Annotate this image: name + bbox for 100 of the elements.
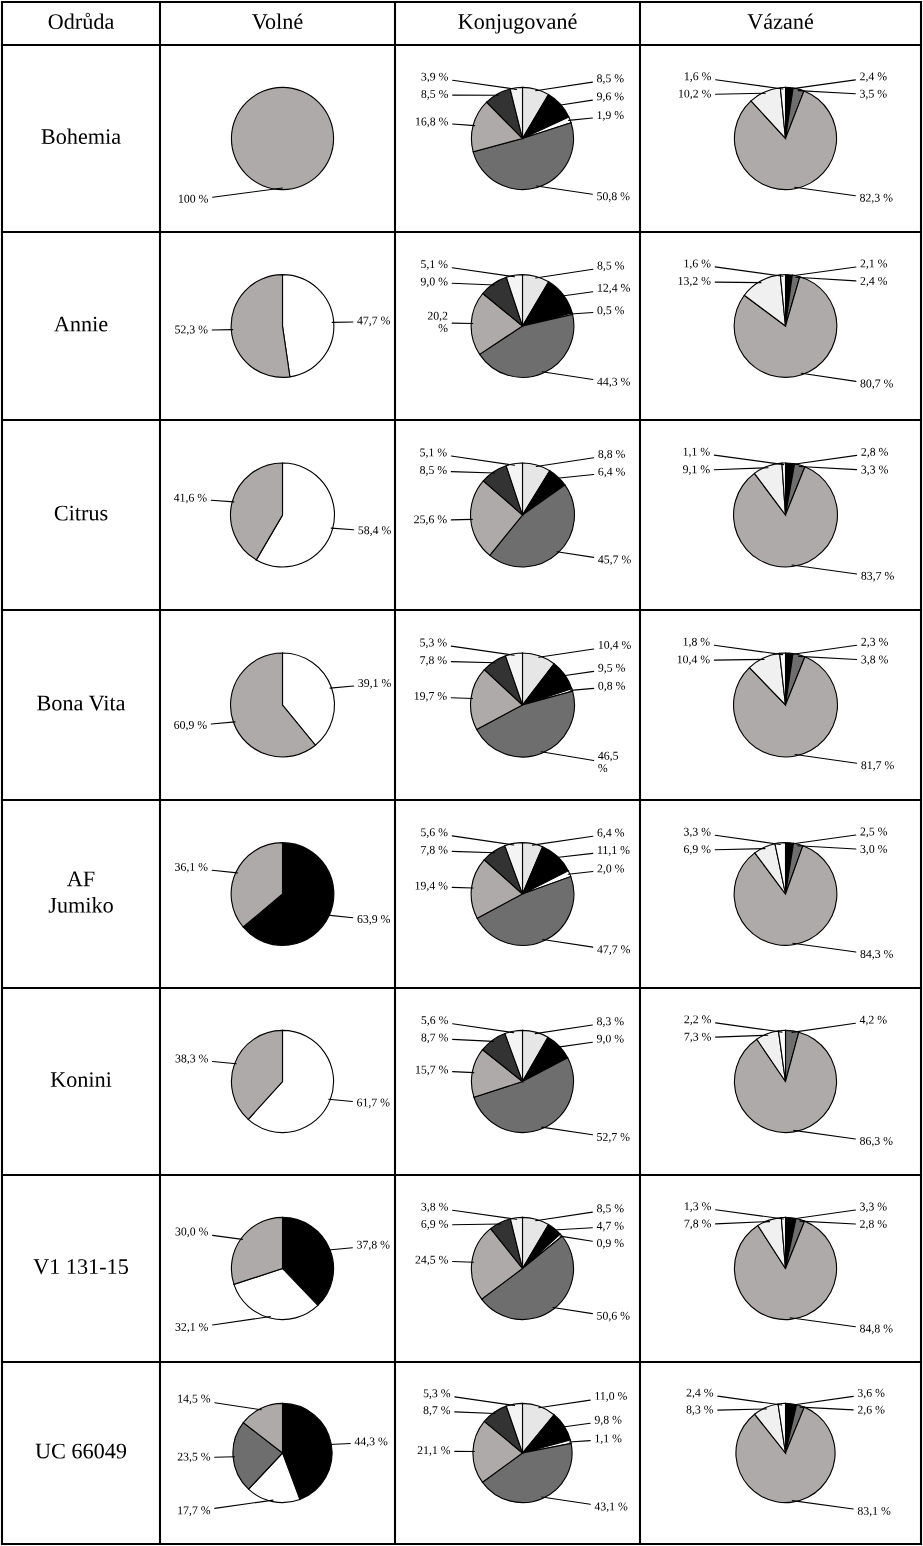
data-label: 10,4 % xyxy=(677,655,710,666)
data-label: 14,5 % xyxy=(178,1394,211,1405)
data-label: 10,2 % xyxy=(679,89,712,100)
data-label: 50,6 % xyxy=(597,1311,630,1322)
data-label: 8,3 % xyxy=(597,1017,624,1027)
data-label: 52,7 % xyxy=(597,1132,630,1143)
data-label: 63,9 % xyxy=(357,915,391,925)
data-label: 2,2 % xyxy=(684,1015,712,1026)
data-label: 38,3 % xyxy=(175,1054,209,1065)
data-label: 2,4 % xyxy=(686,1388,714,1399)
data-label: 9,0 % xyxy=(420,277,448,288)
data-label: 10,4 % xyxy=(598,640,631,651)
data-label: 1,1 % xyxy=(595,1434,622,1445)
data-label: 9,5 % xyxy=(598,663,625,674)
data-label: 39,1 % xyxy=(358,679,391,689)
data-label: 9,1 % xyxy=(682,465,710,475)
data-label: 84,8 % xyxy=(860,1324,893,1335)
data-label: 11,1 % xyxy=(598,846,630,856)
data-label: 2,3 % xyxy=(861,637,888,648)
data-label: 60,9 % xyxy=(174,720,207,731)
data-label: 2,4 % xyxy=(860,72,887,83)
data-label: 17,7 % xyxy=(178,1506,211,1516)
data-label: 6,9 % xyxy=(421,1220,449,1230)
data-label: 8,8 % xyxy=(598,449,625,460)
data-label: 2,4 % xyxy=(860,276,888,287)
data-label: 16,8 % xyxy=(416,117,449,128)
data-label: 8,5 % xyxy=(597,1204,624,1215)
text: Vázané xyxy=(747,13,814,30)
data-label: 3,6 % xyxy=(857,1388,885,1399)
data-label: 8,5 % xyxy=(597,74,624,85)
text: AF Jumiko xyxy=(48,871,113,913)
data-label: 5,3 % xyxy=(420,638,447,649)
data-label: 5,1 % xyxy=(420,448,447,459)
data-label: 81,7 % xyxy=(861,761,894,771)
data-label: 2,8 % xyxy=(861,447,888,458)
data-label: 7,8 % xyxy=(684,1219,712,1230)
data-label: 47,7 % xyxy=(597,945,631,955)
text: Bona Vita xyxy=(37,695,126,711)
data-label: 0,5 % xyxy=(597,306,625,316)
data-label: 7,3 % xyxy=(684,1032,712,1043)
data-label: 3,8 % xyxy=(861,655,888,666)
data-label: 9,0 % xyxy=(596,1034,624,1045)
data-label: 8,7 % xyxy=(423,1406,451,1416)
data-label: 8,5 % xyxy=(421,90,449,100)
data-label: 9,6 % xyxy=(596,92,624,103)
data-label: 100 % xyxy=(178,194,209,203)
data-label: 3,3 % xyxy=(860,1202,887,1213)
data-label: 80,7 % xyxy=(860,379,894,390)
text: Konjugované xyxy=(458,13,577,34)
data-label: 58,4 % xyxy=(358,526,391,536)
text: Volné xyxy=(252,13,303,30)
text: Annie xyxy=(54,316,108,332)
data-label: 3,8 % xyxy=(421,1202,449,1213)
data-label: 2,8 % xyxy=(860,1219,887,1230)
data-label: 47,7 % xyxy=(357,316,391,327)
data-label: 3,3 % xyxy=(861,465,888,476)
data-label: 5,1 % xyxy=(421,260,448,270)
data-label: 25,6 % xyxy=(414,515,447,526)
data-label: 30,0 % xyxy=(175,1227,209,1238)
data-label: 41,6 % xyxy=(173,493,207,504)
data-label: 32,1 % xyxy=(175,1322,209,1333)
data-label: 15,7 % xyxy=(416,1065,449,1076)
data-label: 8,5 % xyxy=(597,261,625,272)
text: Bohemia xyxy=(41,128,121,145)
data-label: 3,3 % xyxy=(684,827,711,838)
data-label: 44,3 % xyxy=(597,377,631,388)
data-label: 23,5 % xyxy=(177,1452,211,1463)
data-label: 61,7 % xyxy=(357,1098,390,1109)
data-label: 2,6 % xyxy=(857,1405,885,1416)
data-label: 9,8 % xyxy=(594,1415,622,1426)
data-label: 6,4 % xyxy=(598,467,625,478)
data-label: 1,6 % xyxy=(684,72,712,82)
data-label: 3,5 % xyxy=(860,89,887,100)
data-label: 83,7 % xyxy=(861,571,894,582)
data-label: 19,4 % xyxy=(415,881,448,892)
data-label: 37,8 % xyxy=(357,1240,390,1251)
data-label: 82,3 % xyxy=(860,193,893,204)
data-label: 2,0 % xyxy=(597,864,625,875)
data-label: 6,4 % xyxy=(597,828,625,839)
data-label: 86,3 % xyxy=(860,1136,893,1147)
data-label: 5,6 % xyxy=(421,828,448,838)
data-label: 46,5 % xyxy=(598,751,619,773)
data-label: 21,1 % xyxy=(417,1446,451,1456)
data-label: 13,2 % xyxy=(678,276,711,287)
data-label: 7,8 % xyxy=(421,845,448,856)
data-label: 50,8 % xyxy=(597,192,630,202)
data-label: 0,9 % xyxy=(597,1239,624,1249)
data-label: 0,8 % xyxy=(598,681,625,692)
data-label: 24,5 % xyxy=(415,1255,449,1266)
data-label: 2,5 % xyxy=(860,827,888,838)
data-label: 5,6 % xyxy=(421,1016,449,1026)
data-label: 8,5 % xyxy=(420,466,447,476)
data-label: 12,4 % xyxy=(598,283,631,294)
data-label: 1,8 % xyxy=(683,637,710,648)
data-label: 43,1 % xyxy=(594,1502,628,1513)
data-label: 20,2 % xyxy=(427,311,448,333)
text: Odrůda xyxy=(48,12,115,30)
data-label: 1,1 % xyxy=(683,447,710,458)
data-label: 5,3 % xyxy=(423,1389,451,1399)
data-label: 4,2 % xyxy=(859,1015,887,1026)
